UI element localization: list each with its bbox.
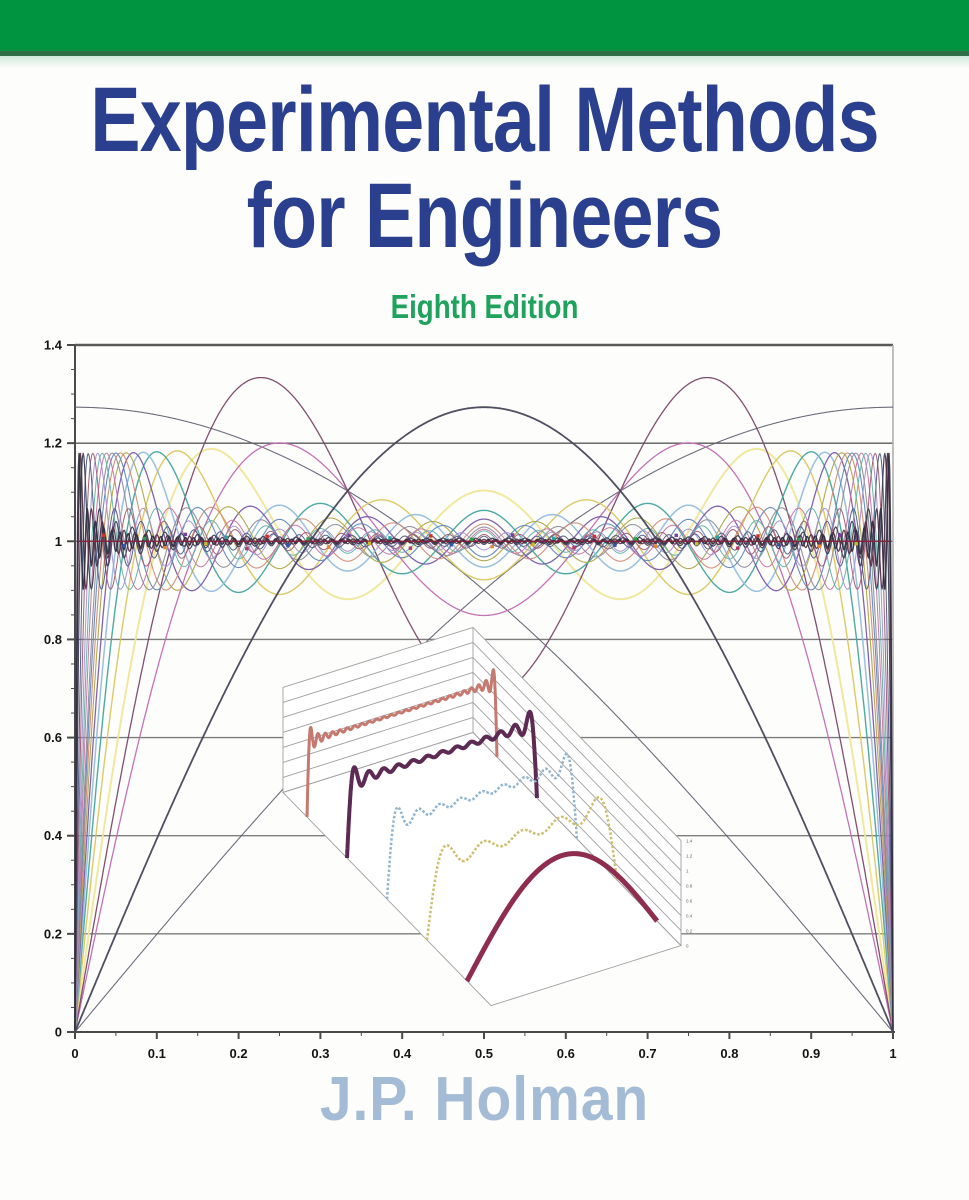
svg-text:0.5: 0.5	[475, 1046, 493, 1061]
fourier-curves	[74, 376, 894, 1033]
header-bar-edge	[0, 51, 969, 56]
svg-text:0.2: 0.2	[230, 1046, 248, 1061]
svg-text:1.4: 1.4	[686, 838, 693, 843]
svg-text:0.3: 0.3	[311, 1046, 329, 1061]
data-markers	[101, 532, 858, 551]
svg-text:0.7: 0.7	[639, 1046, 657, 1061]
svg-text:0.9: 0.9	[802, 1046, 820, 1061]
header-bar	[0, 0, 969, 51]
svg-text:1.4: 1.4	[44, 338, 63, 353]
author-name: J.P. Holman	[319, 1065, 650, 1134]
edition-label: Eighth Edition	[390, 288, 579, 325]
svg-text:1: 1	[889, 1046, 896, 1061]
waterfall-inset: 1.4 1.2 1 0.8 0.6 0.4 0.2 0	[282, 626, 693, 1007]
book-title-line1: Experimental Methods	[90, 69, 879, 171]
svg-text:0.1: 0.1	[148, 1046, 166, 1061]
svg-text:0.6: 0.6	[44, 730, 62, 745]
svg-text:0.4: 0.4	[686, 913, 693, 918]
header-bar-fade	[0, 56, 969, 68]
svg-text:0.2: 0.2	[44, 926, 62, 941]
svg-text:0.8: 0.8	[686, 883, 693, 888]
svg-text:0.2: 0.2	[686, 928, 693, 933]
axis-ticks	[67, 344, 894, 1039]
svg-text:0: 0	[686, 943, 689, 948]
book-title-line2: for Engineers	[246, 165, 723, 267]
axis-labels: 0 0.2 0.4 0.6 0.8 1 1.2 1.4 0 0.1 0.2 0.3 0.4 0.5 0.6 0…	[44, 338, 897, 1062]
svg-text:0.8: 0.8	[44, 632, 62, 647]
svg-text:0.6: 0.6	[557, 1046, 575, 1061]
svg-text:1: 1	[55, 534, 62, 549]
svg-text:0.8: 0.8	[720, 1046, 738, 1061]
svg-text:1.2: 1.2	[44, 436, 62, 451]
book-title: Experimental Methods for Engineers	[87, 72, 882, 264]
svg-text:1: 1	[686, 868, 689, 873]
svg-text:0.4: 0.4	[44, 828, 63, 843]
svg-text:0.6: 0.6	[686, 898, 693, 903]
svg-text:0: 0	[55, 1025, 62, 1040]
svg-text:1.2: 1.2	[686, 853, 693, 858]
svg-text:0: 0	[71, 1046, 78, 1061]
svg-text:0.4: 0.4	[393, 1046, 412, 1061]
inset-background	[283, 627, 681, 1006]
